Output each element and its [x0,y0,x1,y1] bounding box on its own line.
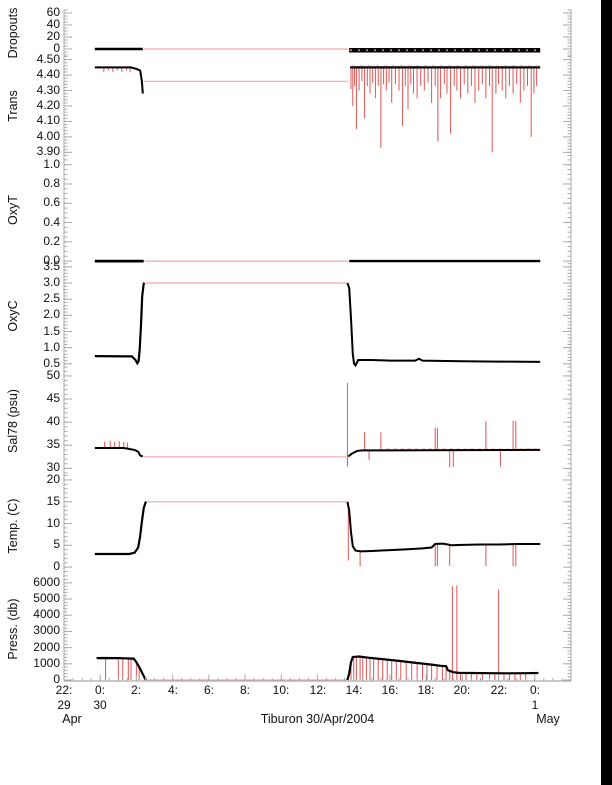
x-tick-label: 14: [345,683,363,697]
y-tick-label: 1.0 [43,157,60,171]
x-tick-label: 0: [94,683,105,697]
y-tick-label: 0.6 [43,195,60,209]
y-tick-label: 4.40 [36,67,60,81]
y-tick-label: 0.8 [43,176,60,190]
series-press [96,656,147,681]
panel-press [63,578,572,681]
series-trans [94,66,144,94]
y-tick-label: 2000 [33,640,60,654]
y-tick-label: 60 [46,5,60,19]
x-month-label: Apr [62,712,82,726]
spikes-press [350,585,527,680]
x-day-label: 30 [93,698,107,712]
panel-dropouts [63,9,572,56]
x-tick-label: 10: [272,683,290,697]
y-tick-label: 40 [46,414,60,428]
y-tick-label: 1000 [33,656,60,670]
panel-temp [63,473,572,578]
y-tick-label: 0.4 [43,215,60,229]
x-tick-label: 4: [167,683,178,697]
y-tick-label: 0.2 [43,234,60,248]
spikes-sal78 [104,440,128,448]
y-tick-label: 4000 [33,607,60,621]
y-tick-label: 4.10 [36,113,60,127]
y-tick-label: 0.5 [43,356,60,370]
y-tick-label: 40 [46,17,60,31]
spikes-trans [350,67,538,153]
x-tick-label: 16: [381,683,399,697]
x-axis [63,674,572,682]
y-tick-label: 2.5 [43,291,60,305]
y-tick-label: 35 [46,437,60,451]
series-sal78 [94,447,144,458]
x-tick-label: 0: [529,683,540,697]
x-month-label: May [536,712,560,726]
x-tick-label: 12: [309,683,327,697]
panel-oxyc [63,263,572,369]
y-axis-title-press: Press. (db) [6,598,20,660]
y-tick-label: 4.20 [36,98,60,112]
series-temp [94,500,148,556]
y-tick-label: 10 [46,516,60,530]
panel-sal78 [63,369,572,474]
x-tick-label: 6: [203,683,214,697]
spikes-trans [103,67,131,72]
spikes-sal78 [364,420,517,467]
y-tick-label: 4.00 [36,129,60,143]
right-black-strip [601,0,612,785]
y-tick-label: 0.0 [43,253,60,267]
y-tick-label: 0 [53,559,60,573]
y-tick-label: 20 [46,29,60,43]
y-tick-label: 5 [53,537,60,551]
spikes-press [105,659,140,680]
series-oxyc [94,282,146,366]
spikes-temp [347,501,517,567]
y-tick-label: 3000 [33,623,60,637]
x-tick-label: 22: [55,683,73,697]
series-press [346,655,539,681]
panel-trans [63,55,572,157]
y-tick-label: 3.5 [43,259,60,273]
x-tick-label: 22: [490,683,508,697]
y-tick-label: 0 [53,41,60,55]
y-tick-label: 30 [46,460,60,474]
y-tick-label: 20 [46,472,60,486]
series-oxyc [346,282,541,368]
x-tick-label: 8: [239,683,250,697]
y-tick-label: 3.0 [43,275,60,289]
plot-title: Tiburon 30/Apr/2004 [260,712,375,726]
y-tick-label: 2.0 [43,307,60,321]
x-tick-label: 20: [453,683,471,697]
panel-oxyt [63,157,572,263]
series-sal78 [347,448,541,458]
series-temp [346,501,541,553]
y-tick-label: 4.30 [36,83,60,97]
y-tick-label: 1.5 [43,324,60,338]
y-tick-label: 1.0 [43,340,60,354]
y-tick-label: 5000 [33,591,60,605]
y-tick-label: 6000 [33,575,60,589]
y-tick-label: 45 [46,391,60,405]
x-day-label: 1 [531,698,539,712]
y-tick-label: 15 [46,494,60,508]
x-tick-label: 2: [130,683,141,697]
x-tick-label: 18: [417,683,435,697]
y-tick-label: 0 [53,672,60,686]
y-tick-label: 50 [46,368,60,382]
y-tick-label: 4.50 [36,52,60,66]
x-day-label: 29 [57,698,71,712]
y-tick-label: 3.90 [36,144,60,158]
